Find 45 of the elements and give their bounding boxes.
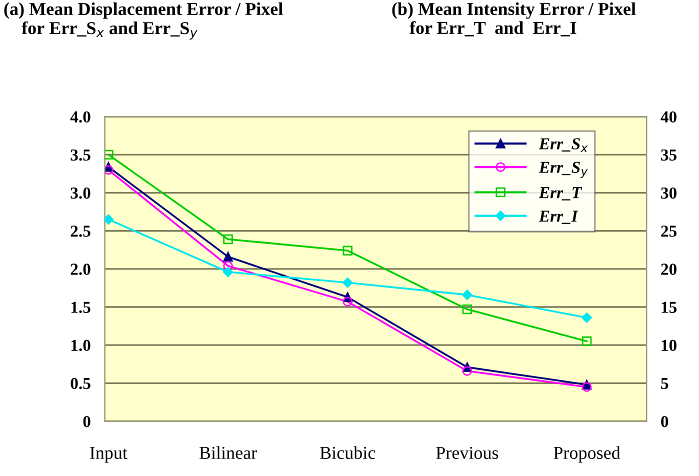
- point: [582, 312, 592, 323]
- legend-label: Err_T: [538, 187, 582, 200]
- point: [582, 336, 592, 346]
- x-tick-label: Bilinear: [199, 446, 257, 459]
- y-tick-label: 3.5: [70, 149, 90, 161]
- point: [223, 252, 233, 262]
- legend-label: Err_S$_{y}$: [538, 162, 588, 178]
- point: [342, 278, 353, 288]
- y2-tick-label: 5: [661, 378, 668, 390]
- x-tick-label: Input: [90, 446, 128, 463]
- point: [462, 304, 472, 314]
- y2-tick-label: 40: [660, 111, 676, 123]
- y-tick-label: 1.0: [71, 340, 90, 352]
- y2-tick-label: 10: [662, 340, 676, 352]
- point: [104, 165, 114, 175]
- x-tick-label: Proposed: [554, 446, 620, 463]
- point: [222, 266, 234, 278]
- y-tick-label: 2.0: [70, 264, 90, 275]
- point: [223, 261, 233, 271]
- y-tick-label: 0.5: [70, 378, 90, 390]
- point: [104, 150, 114, 160]
- y2-tick-label: 30: [661, 187, 676, 199]
- point: [223, 234, 233, 244]
- y2-axis-title: (b) Mean Intensity Error / Pixel for Err_T and Err_I: [392, 2, 636, 36]
- y-axis-title: (a) Mean Displacement Error / Pixel for Err_S$_{x}$ and Err_S$_{y}$: [4, 2, 283, 40]
- point: [462, 366, 472, 376]
- x-tick-label: Bicubic: [320, 446, 376, 459]
- y-tick-label: 4.0: [70, 111, 90, 123]
- y-tick-label: 2.5: [70, 226, 90, 237]
- y2-tick-label: 15: [662, 302, 677, 313]
- legend-label: Err_S$_{x}$: [538, 138, 588, 152]
- legend-label: Err_I: [538, 210, 578, 224]
- y2-tick-label: 20: [661, 264, 676, 275]
- point: [462, 290, 472, 300]
- y2-tick-label: 35: [661, 149, 677, 161]
- point: [342, 246, 352, 256]
- point: [104, 214, 114, 225]
- y2-tick-label: 0: [661, 416, 668, 428]
- x-tick-label: Previous: [436, 446, 498, 459]
- y-tick-label: 0: [83, 416, 90, 428]
- y-tick-label: 1.5: [71, 302, 90, 314]
- y2-tick-label: 25: [661, 226, 677, 237]
- y-tick-label: 3.0: [70, 187, 90, 199]
- point: [582, 382, 592, 392]
- point: [342, 296, 352, 307]
